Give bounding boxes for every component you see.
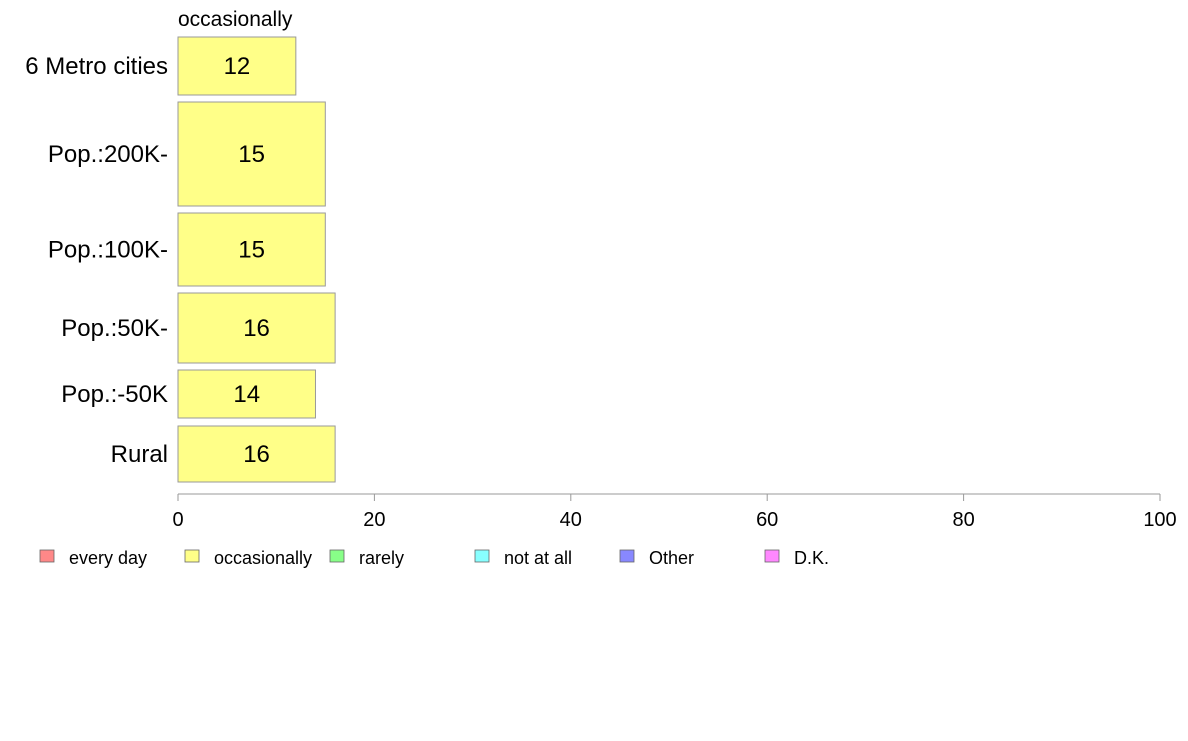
- legend-swatch: [184, 549, 200, 563]
- category-label: Pop.:100K-: [48, 237, 168, 264]
- bar: [177, 36, 297, 96]
- data-label: 14: [233, 381, 260, 408]
- legend: every day occasionally rarely not at all Oth…: [39, 548, 829, 568]
- x-tick-label: 20: [363, 509, 385, 531]
- legend-swatch: [764, 549, 780, 563]
- chart-title: occasionally: [178, 8, 293, 31]
- category-label: 6 Metro cities: [25, 53, 168, 80]
- legend-label: Other: [649, 548, 694, 568]
- legend-swatch: [619, 549, 635, 563]
- data-label: 12: [224, 53, 251, 80]
- x-tick-label: 60: [756, 509, 778, 531]
- bars-layer: 6 Metro cities 12 Pop.:200K- 15 Pop.:100K- 15…: [25, 36, 336, 483]
- bar: [177, 369, 316, 419]
- legend-swatch: [474, 549, 490, 563]
- data-label: 16: [243, 441, 270, 468]
- legend-label: D.K.: [794, 548, 829, 568]
- bar: [177, 425, 336, 483]
- bar: [177, 101, 326, 207]
- x-tick-label: 100: [1143, 509, 1176, 531]
- bar: [177, 212, 326, 287]
- x-axis: 0 20 40 60 80 100: [172, 493, 1177, 531]
- category-label: Pop.:200K-: [48, 141, 168, 168]
- legend-label: not at all: [504, 548, 572, 568]
- category-label: Pop.:50K-: [61, 315, 168, 342]
- category-label: Pop.:-50K: [61, 381, 168, 408]
- data-label: 16: [243, 315, 270, 342]
- legend-label: every day: [69, 548, 147, 568]
- x-tick-label: 40: [560, 509, 582, 531]
- category-label: Rural: [111, 441, 168, 468]
- bar: [177, 292, 336, 364]
- data-label: 15: [238, 237, 265, 264]
- legend-swatch: [39, 549, 55, 563]
- data-label: 15: [238, 141, 265, 168]
- legend-swatch: [329, 549, 345, 563]
- legend-label: occasionally: [214, 548, 312, 568]
- x-tick-label: 0: [172, 509, 183, 531]
- legend-label: rarely: [359, 548, 404, 568]
- x-tick-label: 80: [952, 509, 974, 531]
